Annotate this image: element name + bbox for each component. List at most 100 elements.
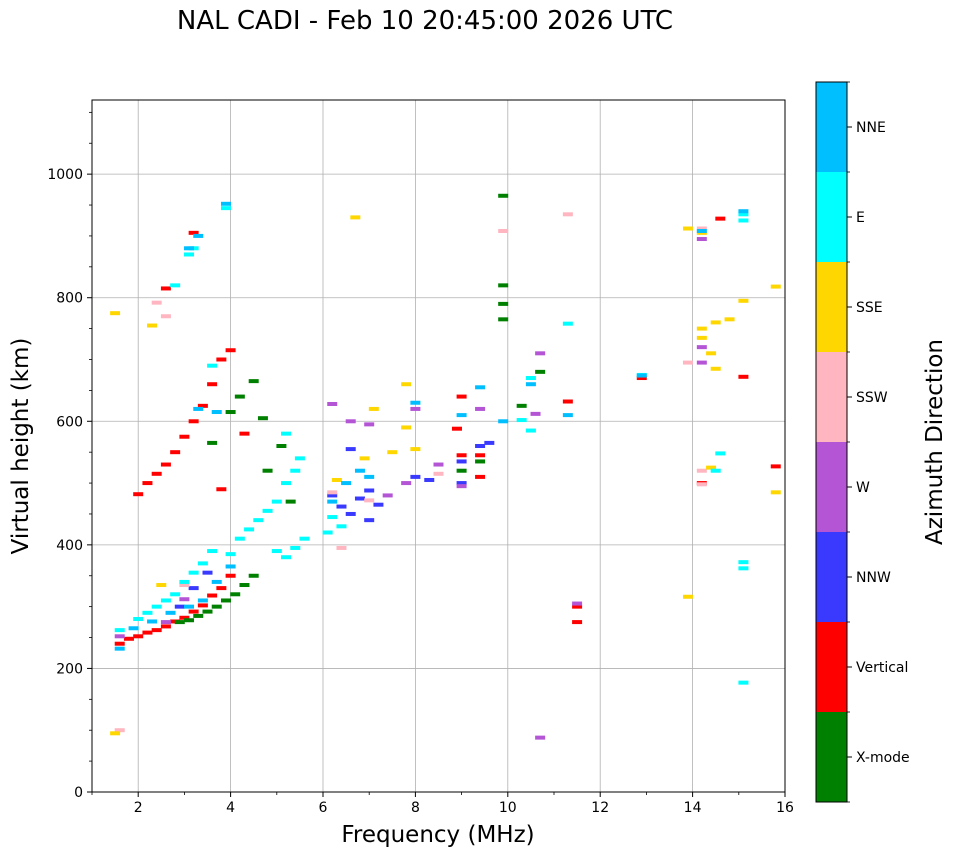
data-point <box>160 462 171 467</box>
data-point <box>133 492 144 497</box>
data-point <box>696 360 707 365</box>
data-point <box>179 615 190 620</box>
data-point <box>179 434 190 439</box>
data-point <box>498 283 509 288</box>
data-point <box>276 444 287 448</box>
data-point <box>285 499 296 504</box>
data-point <box>234 394 245 399</box>
data-point <box>207 363 218 368</box>
data-point <box>572 620 583 625</box>
data-point <box>475 444 486 448</box>
data-point <box>498 419 509 424</box>
data-point <box>336 504 347 509</box>
data-point <box>142 481 153 486</box>
data-point <box>475 453 486 458</box>
data-point <box>151 471 162 476</box>
colorbar-swatch <box>816 712 847 802</box>
x-tick-label: 12 <box>591 800 609 816</box>
data-point <box>715 451 726 456</box>
data-point <box>170 592 181 597</box>
data-point <box>738 566 749 571</box>
data-point <box>193 406 204 411</box>
data-point <box>710 366 721 371</box>
data-point <box>197 561 208 566</box>
data-point <box>239 583 250 588</box>
data-point <box>696 345 707 350</box>
data-point <box>354 496 365 501</box>
data-point <box>738 209 749 214</box>
data-point <box>331 477 342 482</box>
data-point <box>696 326 707 331</box>
data-point <box>433 471 444 476</box>
data-point <box>179 597 190 602</box>
data-point <box>244 527 255 532</box>
data-point <box>147 619 158 624</box>
data-point <box>156 583 167 588</box>
data-point <box>271 549 282 554</box>
data-point <box>165 610 176 615</box>
data-point <box>706 351 717 356</box>
data-point <box>636 376 647 381</box>
data-point <box>142 610 153 615</box>
data-point <box>160 286 171 291</box>
data-point <box>179 583 190 588</box>
data-point <box>456 468 467 473</box>
data-point <box>327 499 338 504</box>
data-point <box>456 394 467 399</box>
data-point <box>535 351 546 356</box>
data-point <box>354 468 365 473</box>
data-point <box>239 431 250 436</box>
data-point <box>299 536 310 541</box>
data-point <box>382 493 393 498</box>
x-axis: 2 4 6 8 10 12 14 16 <box>91 792 794 816</box>
colorbar-swatch <box>816 262 847 352</box>
colorbar-frame <box>815 81 848 803</box>
colorbar-tick-label: E <box>856 210 865 226</box>
data-point <box>197 403 208 408</box>
data-point <box>281 431 292 436</box>
data-point <box>364 422 375 427</box>
data-point <box>738 680 749 685</box>
data-point <box>184 246 195 251</box>
data-point <box>179 579 190 584</box>
data-point <box>207 382 218 387</box>
colorbar-swatch <box>816 82 847 172</box>
data-point <box>724 317 735 322</box>
data-point <box>160 314 171 319</box>
data-point <box>197 603 208 608</box>
chart-title: NAL CADI - Feb 10 20:45:00 2026 UTC <box>176 6 674 36</box>
data-point <box>188 586 199 591</box>
data-point <box>498 301 509 306</box>
data-point <box>738 212 749 217</box>
series-ssw <box>114 212 707 733</box>
data-point <box>410 474 421 479</box>
data-point <box>572 604 583 609</box>
colorbar-tick-label: SSE <box>856 300 883 316</box>
data-point <box>456 453 467 458</box>
data-point <box>147 323 158 328</box>
data-point <box>114 628 125 633</box>
data-point <box>368 406 379 411</box>
data-point <box>193 233 204 238</box>
data-point <box>281 555 292 560</box>
data-point <box>364 498 375 503</box>
colorbar-swatch <box>816 622 847 712</box>
data-point <box>133 617 144 621</box>
x-tick-label: 6 <box>319 800 328 816</box>
data-point <box>271 499 282 504</box>
data-point <box>123 636 134 641</box>
series-vertical <box>114 216 781 646</box>
data-point <box>160 624 171 629</box>
data-point <box>682 226 693 231</box>
data-point <box>562 399 573 404</box>
data-point <box>281 481 292 486</box>
data-point <box>188 419 199 424</box>
data-point <box>530 411 541 416</box>
data-point <box>475 474 486 479</box>
data-point <box>706 465 717 470</box>
data-point <box>696 335 707 340</box>
data-point <box>498 228 509 233</box>
data-point <box>160 620 171 625</box>
data-point <box>456 481 467 486</box>
